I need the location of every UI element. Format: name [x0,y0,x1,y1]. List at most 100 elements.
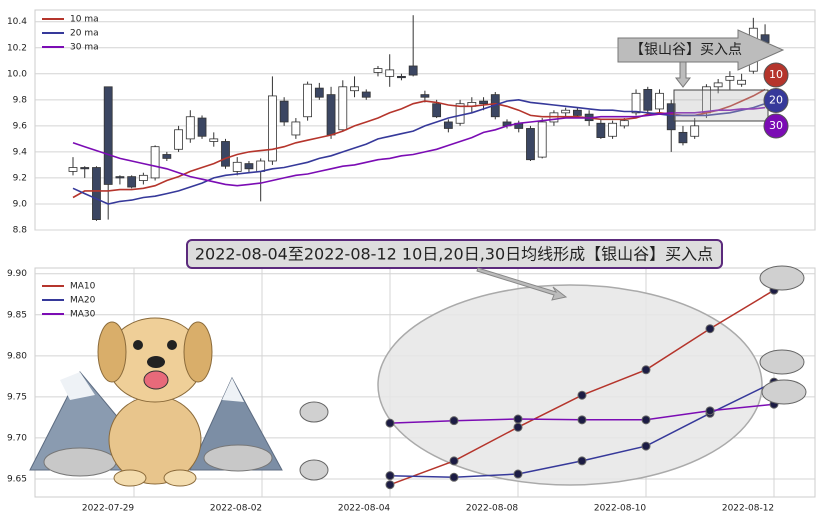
point [513,469,523,479]
candle-body [221,141,230,167]
y-tick-label: 9.0 [13,199,28,209]
point [577,390,587,400]
ma-marker-label: 10 [769,68,783,81]
candle-body [479,100,488,105]
ma-line [72,88,766,199]
annotation: 【银山谷】买入点 [630,42,742,58]
candle-body [197,117,207,137]
candle-body [408,65,418,76]
chart-title: 2022-08-04至2022-08-12 10日,20日,30日均线形成【银山… [195,245,713,264]
legend-label: MA10 [70,282,96,292]
candle-body [725,75,735,81]
candle-body [185,116,195,140]
candle-body [174,129,183,150]
candle-body [103,86,113,185]
highlight-box [673,89,769,122]
candle-body [455,103,465,124]
ma-marker [763,88,789,113]
candle-body [256,160,266,172]
candle-body [678,131,688,144]
y-tick-label: 9.80 [7,351,27,361]
candle-body [443,121,453,129]
candle-body [361,91,371,98]
title-box [186,239,723,269]
candle-body [138,174,148,181]
line-panel: 9.65 9.70 9.75 9.80 9.85 9.90 2022-07-29 2022-0… [7,239,816,514]
candle-body [655,92,664,110]
legend-label: 10 ma [70,15,99,25]
ma-marker-label: 20 [769,94,783,107]
point [385,418,395,428]
candle-body [420,94,430,98]
y-tick-label: 9.6 [13,121,28,131]
candle-body [561,109,571,114]
y-tick-label: 9.8 [13,95,28,105]
point [449,456,459,466]
y-tick-label: 10.4 [7,17,27,27]
ma-line [72,98,766,205]
candle-body [631,92,641,114]
y-tick-label: 9.90 [7,269,27,279]
point [641,441,651,451]
x-tick-label: 2022-08-08 [466,504,519,514]
highlight-ellipse [377,284,763,486]
point [577,456,587,466]
y-tick-label: 9.75 [7,392,27,402]
y-tick-label: 9.2 [13,173,27,183]
candle-body [608,122,617,137]
y-tick-label: 10.0 [7,69,27,79]
candle-body [244,163,254,170]
candle-body [572,109,582,116]
x-tick-label: 2022-07-29 [82,504,135,514]
candle-body [279,100,289,123]
ma-marker [763,62,789,88]
candle-body [303,83,313,118]
legend-label: MA20 [70,296,96,306]
candle-body [713,82,723,88]
snow [222,378,244,402]
legend-label: 20 ma [70,29,99,39]
candle-body [291,121,301,136]
candlestick-panel: 8.8 9.0 9.2 9.4 9.6 9.8 10.0 10.2 10.4 10 ma 20 ma… [7,9,816,236]
candle-body [68,167,78,172]
y-tick-label: 9.70 [7,433,27,443]
ma-line [72,106,766,187]
snow [60,372,95,400]
candle-body [619,120,629,127]
candle-body [690,125,700,137]
point [513,422,523,432]
x-tick-label: 2022-08-02 [210,504,262,514]
x-tick-label: 2022-08-04 [338,504,391,514]
candle-body [666,103,676,131]
annotation-arrow [617,29,785,71]
y-tick-label: 9.4 [13,147,28,157]
point [385,480,395,490]
y-tick-label: 9.65 [7,474,27,484]
legend-label: MA30 [70,310,96,320]
candle-body [596,122,606,138]
ingot [43,447,117,477]
candle-body [150,146,160,179]
point [513,414,523,424]
candle-body [643,89,653,111]
point [449,416,459,426]
candle-body [526,128,535,161]
pointer-arrow [674,61,692,88]
candle-body [350,86,359,92]
point [641,415,651,425]
y-tick-label: 10.2 [7,43,27,53]
candle-body [737,79,747,85]
candle-body [373,68,383,73]
ingot [203,444,273,472]
point [705,406,715,416]
y-tick-label: 9.85 [7,310,27,320]
decoration [29,265,807,487]
ma-marker-label: 30 [769,119,783,132]
y-tick-label: 8.8 [13,226,28,236]
candle-body [115,176,125,179]
point [449,472,459,482]
point [385,471,395,481]
candle-body [432,103,442,118]
candle-body [92,167,101,220]
